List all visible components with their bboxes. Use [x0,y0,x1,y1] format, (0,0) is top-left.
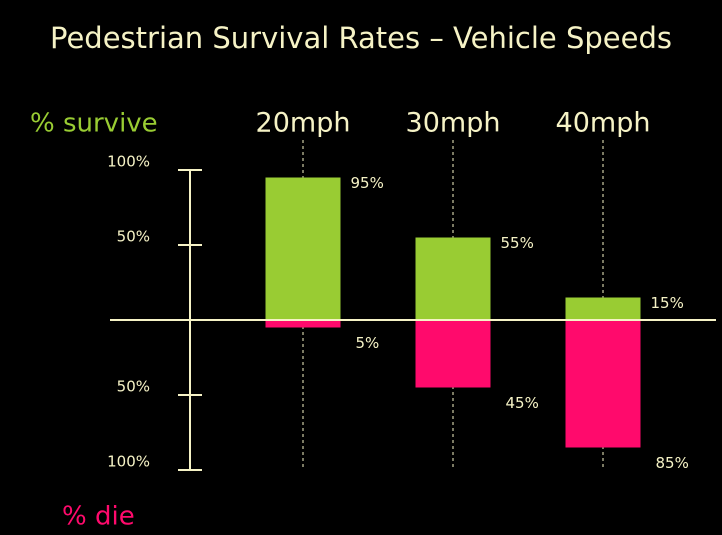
die-label: % die [62,502,135,532]
value-label: 15% [651,294,684,312]
value-label: 85% [656,454,689,472]
x-tick-label: 30mph [406,108,501,139]
bar [415,237,491,320]
bar [265,177,341,320]
bar [415,320,491,388]
y-tick-label: 100% [107,153,150,171]
value-label: 5% [356,334,380,352]
value-label: 95% [351,174,384,192]
bar [265,320,341,328]
bar [565,297,641,320]
x-tick-label: 20mph [256,108,351,139]
y-tick-label: 100% [107,453,150,471]
x-tick-label: 40mph [556,108,651,139]
value-label: 45% [506,394,539,412]
chart-title: Pedestrian Survival Rates – Vehicle Spee… [50,21,672,55]
bar [565,320,641,448]
y-tick-label: 50% [117,228,150,246]
y-tick-label: 50% [117,378,150,396]
survive-label: % survive [30,109,158,139]
value-label: 55% [501,234,534,252]
